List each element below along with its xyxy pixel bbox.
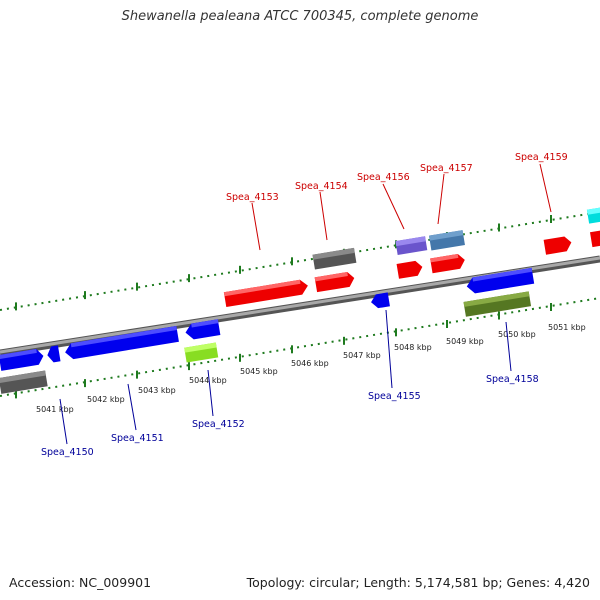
- kbp-label: 5041 kbp: [36, 405, 74, 414]
- gene-box-slateblue: [395, 236, 428, 255]
- reverse-gene-label: Spea_4150: [41, 447, 94, 458]
- gene-arrow: [543, 236, 572, 255]
- accession-text: Accession: NC_009901: [9, 575, 152, 590]
- kbp-label: 5043 kbp: [138, 386, 176, 395]
- gene-box-gray: [312, 247, 357, 270]
- reverse-gene-label: Spea_4155: [368, 391, 421, 402]
- gene-leader-line: [59, 398, 68, 445]
- gene-arrow: [371, 292, 390, 309]
- forward-gene-features: [223, 206, 600, 308]
- gene-box-steelblue: [428, 230, 465, 251]
- reverse-gene-label: Spea_4158: [486, 374, 539, 385]
- gene-leader-line: [207, 369, 214, 417]
- forward-gene-label: Spea_4159: [515, 152, 568, 163]
- forward-gene-label: Spea_4157: [420, 163, 473, 174]
- reverse-gene-label: Spea_4152: [192, 419, 245, 430]
- kbp-axis-labels: 5041 kbp 5042 kbp 5043 kbp 5044 kbp 5045 kbp…: [36, 323, 586, 414]
- gene-arrow: [466, 267, 535, 294]
- map-title: Shewanella pealeana ATCC 700345, complet…: [121, 9, 479, 24]
- gene-leader-line: [251, 202, 261, 251]
- forward-gene-label: Spea_4154: [295, 181, 348, 192]
- reverse-gene-features: [0, 267, 535, 394]
- reverse-gene-label: Spea_4151: [111, 433, 164, 444]
- gene-box-lightgreen: [184, 342, 219, 363]
- genome-summary-text: Topology: circular; Length: 5,174,581 bp…: [246, 575, 590, 590]
- kbp-label: 5050 kbp: [498, 330, 536, 339]
- kbp-label: 5042 kbp: [87, 395, 125, 404]
- gene-arrow: [396, 260, 423, 279]
- gene-box-cyan: [586, 206, 600, 224]
- gene-arrow: [314, 272, 355, 293]
- gene-box-gray: [0, 370, 48, 394]
- kbp-label: 5047 kbp: [343, 351, 381, 360]
- inner-track-ticks: [15, 303, 552, 399]
- reverse-gene-labels: Spea_4150 Spea_4151 Spea_4152 Spea_4155 Spea…: [41, 309, 539, 458]
- gene-leader-line: [539, 163, 552, 213]
- kbp-label: 5049 kbp: [446, 337, 484, 346]
- gene-arrow: [0, 348, 44, 371]
- gene-leader-line: [505, 321, 512, 372]
- gene-arrow: [430, 253, 465, 274]
- gene-arrow: [65, 326, 179, 360]
- forward-gene-label: Spea_4156: [357, 172, 410, 183]
- kbp-label: 5048 kbp: [394, 343, 432, 352]
- gene-box-olive: [463, 291, 532, 317]
- gene-arrow: [223, 279, 308, 308]
- gene-arrow: [47, 345, 61, 363]
- kbp-label: 5046 kbp: [291, 359, 329, 368]
- gene-leader-line: [437, 173, 445, 225]
- gene-leader-line: [385, 309, 393, 389]
- kbp-label: 5045 kbp: [240, 367, 278, 376]
- gene-leader-line: [319, 191, 328, 241]
- gene-leader-line: [127, 383, 137, 431]
- kbp-label: 5044 kbp: [189, 376, 227, 385]
- kbp-label: 5051 kbp: [548, 323, 586, 332]
- forward-gene-label: Spea_4153: [226, 192, 279, 203]
- forward-gene-labels: Spea_4153 Spea_4154 Spea_4156 Spea_4157 Spea…: [226, 152, 568, 251]
- gene-arrow: [589, 228, 600, 248]
- gene-leader-line: [382, 183, 405, 230]
- gene-arrow: [185, 319, 221, 340]
